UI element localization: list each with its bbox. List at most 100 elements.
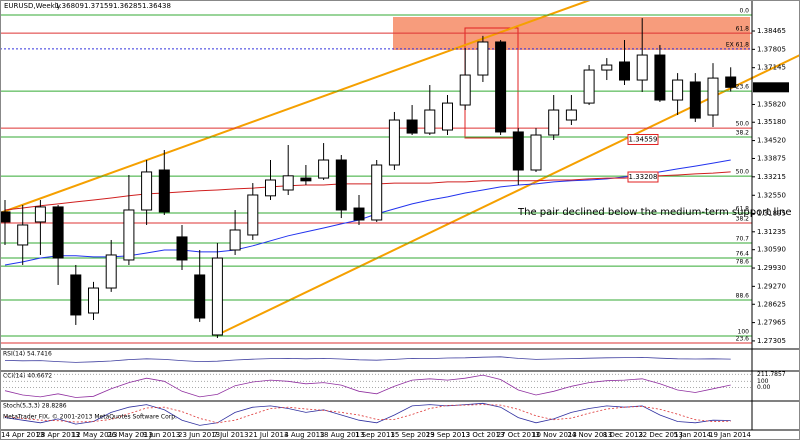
candle-body (17, 224, 29, 246)
current-price-label: 1.36438 (756, 83, 785, 91)
candle-body (388, 119, 400, 166)
moving-average (4, 171, 731, 211)
y-tick-label: 1.28625 (757, 300, 786, 308)
x-tick-label: 4 Aug 2013 (284, 431, 324, 439)
price-box-label: 1.34559 (629, 135, 658, 143)
candle-body (406, 119, 418, 134)
y-tick-label: 1.32550 (757, 191, 786, 199)
fib-level-label: 38.2 (736, 129, 750, 136)
fib-level-label: 50.0 (736, 169, 750, 176)
x-tick-label: 23 Jun 2013 (178, 431, 220, 439)
candle-body (70, 274, 82, 316)
candle-body (194, 274, 206, 319)
x-tick-label: 19 Jan 2014 (709, 431, 752, 439)
x-tick-label: 9 Jun 2013 (143, 431, 181, 439)
indicator-line (4, 402, 731, 426)
candle-body (707, 77, 719, 116)
y-tick-label: 1.29930 (757, 264, 786, 272)
fib-level-label: 61.8 (736, 206, 750, 213)
candle-body (424, 109, 436, 134)
y-tick-label: 1.27305 (757, 337, 786, 345)
fib-level-label: 88.6 (736, 292, 750, 299)
candle-body (442, 102, 453, 131)
current-price-box (753, 82, 789, 93)
x-tick-label: 22 Dec 2013 (638, 431, 683, 439)
x-tick-label: 5 Jan 2014 (674, 431, 712, 439)
candle-body (158, 169, 170, 213)
fib-level-label: EX 61.8 (726, 41, 749, 48)
header-open: 1.36809 (55, 2, 84, 10)
indicator-line (4, 356, 731, 363)
fib-level-label: 0.0 (739, 8, 749, 15)
price-box-label: 1.33208 (629, 173, 658, 181)
x-tick-label: 7 Jul 2013 (213, 431, 248, 439)
candle-body (229, 229, 241, 251)
support-line (214, 54, 800, 337)
y-tick-label: 1.31235 (757, 228, 786, 236)
x-tick-label: 10 Nov 2013 (532, 431, 577, 439)
indicator-line (4, 374, 731, 398)
candle-body (530, 134, 542, 171)
candle-body (88, 287, 99, 314)
y-tick-label: 1.33875 (757, 154, 786, 162)
x-tick-label: 13 Oct 2013 (461, 431, 504, 439)
indicator-title: CCI(14) 40.6672 (3, 373, 52, 380)
header-high: 1.37159 (84, 2, 113, 10)
candle-body (300, 177, 312, 182)
candle-body (689, 81, 701, 119)
indicator-tick-label: 0.00 (757, 384, 771, 391)
candle-body (335, 159, 347, 211)
y-tick-label: 1.31895 (757, 209, 786, 217)
x-tick-label: 1 Sep 2013 (355, 431, 395, 439)
candle-body (512, 131, 524, 171)
candle-body (601, 64, 613, 71)
candle-body (52, 206, 64, 259)
candle-body (211, 257, 223, 336)
candle-body (371, 164, 383, 221)
candle-body (123, 209, 135, 261)
x-tick-label: 14 Apr 2013 (1, 431, 44, 439)
candle-body (583, 69, 595, 104)
fib-level-label: 23.6 (736, 336, 750, 343)
candle-body (247, 194, 259, 236)
x-tick-label: 21 Jul 2013 (249, 431, 289, 439)
indicator-tick-label: 100 (757, 378, 769, 385)
price-box (627, 133, 659, 145)
fib-level-label: 76.4 (736, 251, 750, 258)
annotation: The pair declined below the medium-term … (517, 207, 792, 218)
x-tick-label: 8 Dec 2013 (603, 431, 643, 439)
fib-level-label: 38.2 (736, 216, 750, 223)
candle-body (636, 54, 648, 81)
chart-title: EURUSD,Weekly (4, 2, 61, 10)
y-tick-label: 1.35820 (757, 100, 786, 108)
x-tick-label: 26 May 2013 (107, 431, 153, 439)
fib-level-label: 78.6 (736, 259, 750, 266)
fib-level-label: 61.8 (736, 26, 750, 33)
fib-level-label: 50.0 (736, 121, 750, 128)
watermark: MetaTrader FIX, © 2001-2013 MetaQuotes S… (3, 414, 177, 421)
price-box (627, 171, 659, 183)
upper-channel-line (0, 0, 591, 214)
x-tick-label: 29 Sep 2013 (426, 431, 470, 439)
candle-body (176, 236, 188, 261)
candle-body (548, 109, 560, 136)
y-tick-label: 1.35180 (757, 118, 786, 126)
candle-body (282, 175, 294, 191)
fib-level-label: 70.7 (736, 236, 750, 243)
y-tick-label: 1.29270 (757, 282, 786, 290)
candle-body (141, 171, 153, 211)
candle-body (459, 74, 471, 106)
candle-body (353, 207, 365, 221)
candle-body (725, 76, 737, 88)
candle-body (265, 179, 276, 197)
y-tick-label: 1.38465 (757, 27, 786, 35)
candle-body (619, 61, 630, 81)
x-tick-label: 28 Apr 2013 (36, 431, 79, 439)
x-tick-label: 12 May 2013 (72, 431, 118, 439)
candle-body (0, 211, 11, 223)
y-tick-label: 1.30590 (757, 246, 786, 254)
indicator-line (4, 404, 731, 424)
y-tick-label: 1.27965 (757, 319, 786, 327)
header-close: 1.36438 (142, 2, 171, 10)
